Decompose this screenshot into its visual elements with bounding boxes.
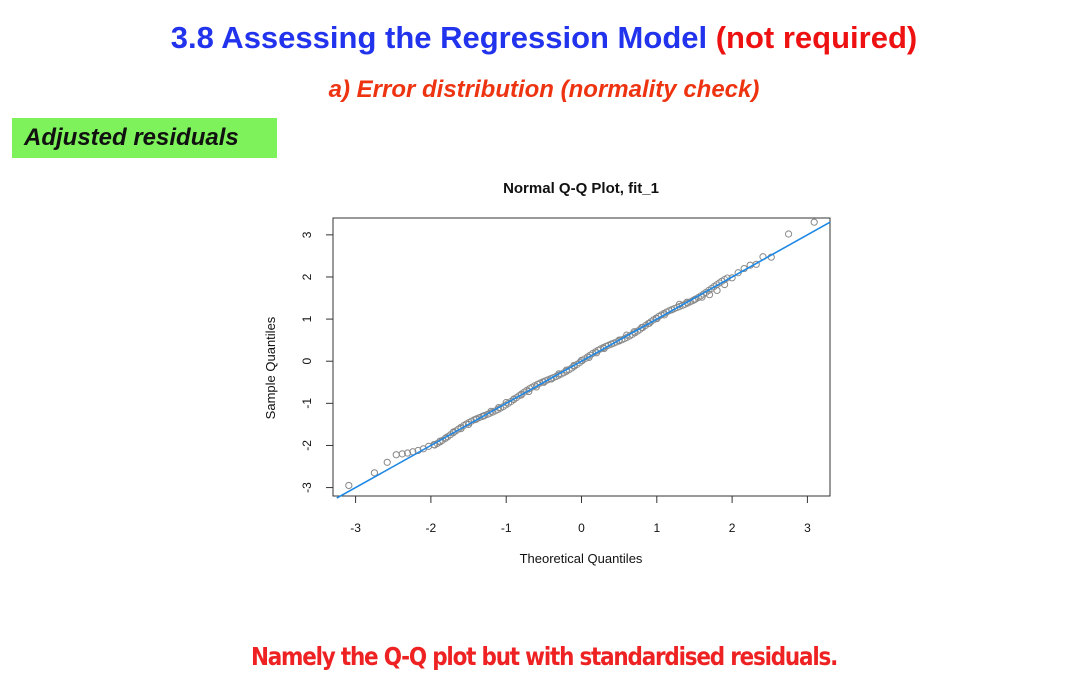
x-axis: -3 -2 -1 0 1 2 3 (350, 496, 811, 535)
x-tick-label: 0 (578, 521, 585, 535)
qq-point (810, 218, 818, 226)
reference-line (336, 221, 831, 499)
y-tick-label: 0 (300, 358, 314, 365)
section-badge: Adjusted residuals (12, 118, 277, 158)
y-axis-label: Sample Quantiles (263, 316, 278, 419)
qq-point (370, 469, 379, 477)
data-points (345, 218, 818, 490)
x-tick-label: 2 (729, 521, 736, 535)
slide-title-note: (not required) (715, 20, 918, 55)
x-tick-label: -2 (426, 521, 437, 535)
qq-point (345, 481, 353, 490)
y-tick-label: -3 (300, 482, 314, 493)
y-tick-label: -2 (300, 440, 314, 451)
y-tick-label: 3 (300, 231, 314, 238)
x-tick-label: 1 (653, 521, 660, 535)
qq-point (383, 458, 391, 466)
chart-title: Normal Q-Q Plot, fit_1 (503, 180, 659, 197)
x-axis-label: Theoretical Quantiles (520, 551, 643, 566)
qq-point (392, 451, 400, 459)
y-tick-label: -1 (300, 398, 314, 409)
x-tick-label: 3 (804, 521, 811, 535)
qq-point (653, 315, 661, 323)
x-tick-label: -1 (501, 521, 512, 535)
y-axis: -3 -2 -1 0 1 2 3 (300, 231, 333, 493)
slide-subtitle: a) Error distribution (normality check) (328, 76, 760, 103)
slide-title: 3.8 Assessing the Regression Model (not … (0, 20, 1088, 56)
x-tick-label: -3 (350, 521, 361, 535)
slide-title-main: 3.8 Assessing the Regression Model (170, 20, 708, 55)
y-tick-label: 1 (300, 315, 314, 322)
qq-point (403, 449, 412, 457)
qq-point (398, 450, 406, 458)
slide-caption: Namely the Q-Q plot but with standardise… (250, 642, 838, 671)
y-tick-label: 2 (300, 273, 314, 280)
qq-point (784, 230, 793, 238)
